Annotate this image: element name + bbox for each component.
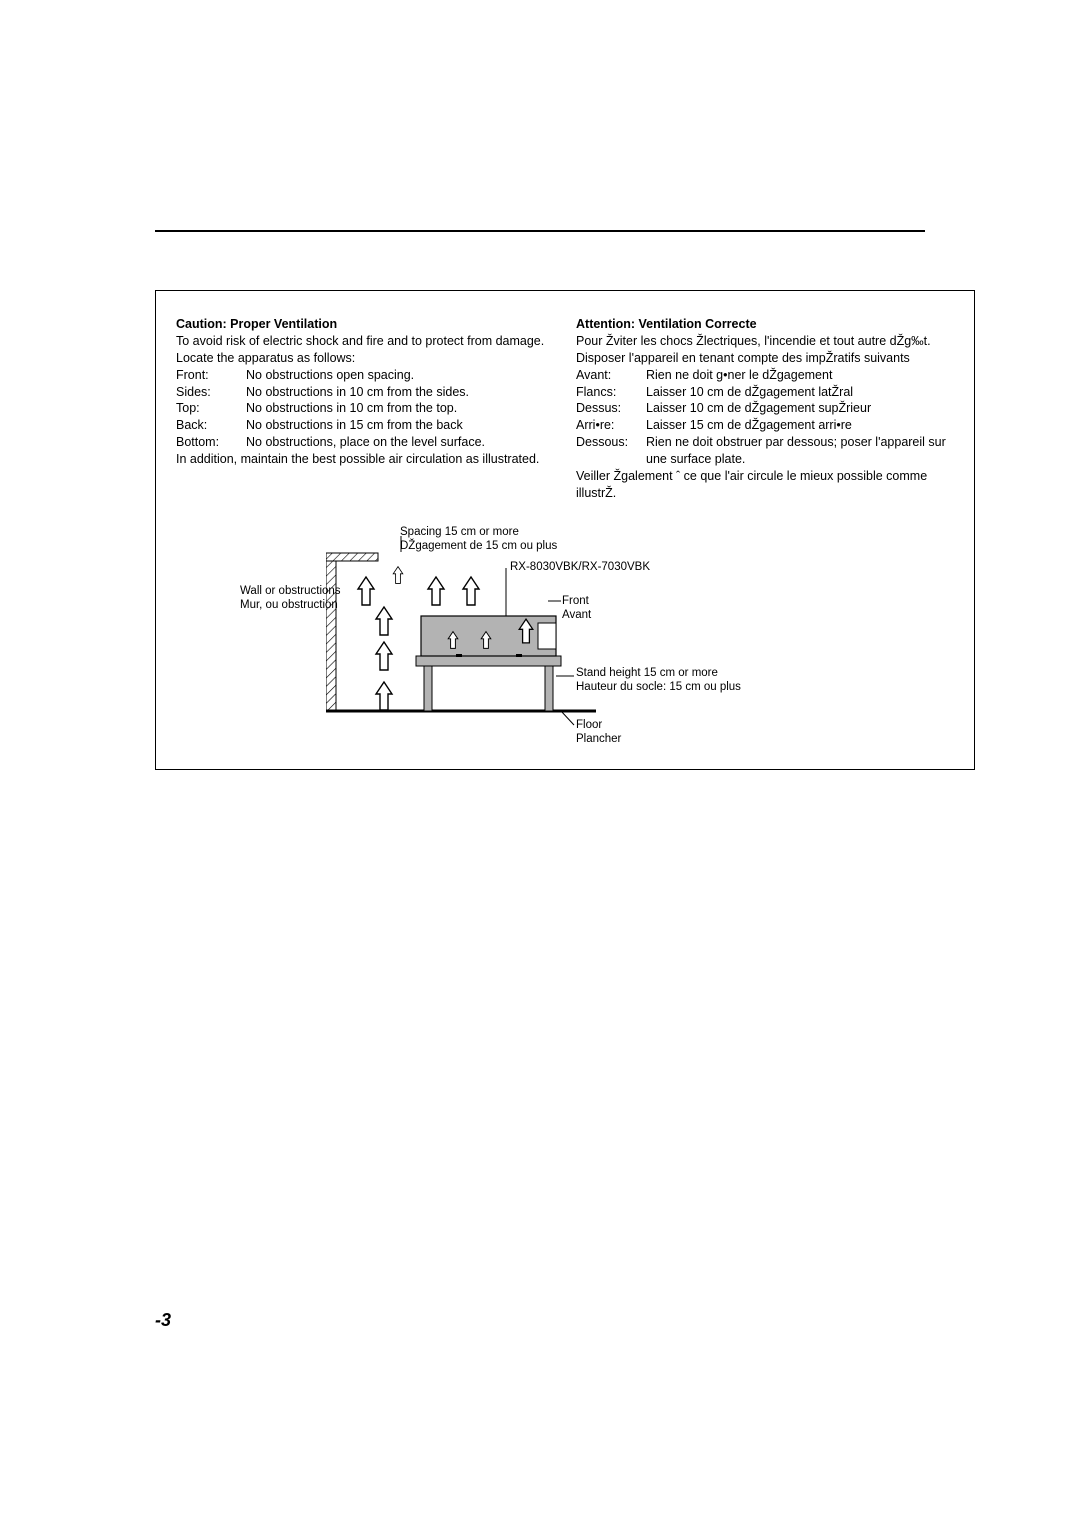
cell: Front: [176,367,246,384]
table-row: Front:No obstructions open spacing. [176,367,485,384]
locate-fr: Disposer l'appareil en tenant compte des… [576,350,956,367]
label-wall-fr: Mur, ou obstruction [240,598,338,612]
cell: No obstructions in 10 cm from the sides. [246,384,485,401]
spec-table-fr: Avant:Rien ne doit g•ner le dŽgagement F… [576,367,956,468]
cell: Dessous: [576,434,646,468]
page: Caution: Proper Ventilation To avoid ris… [0,0,1080,1529]
cell: Avant: [576,367,646,384]
cell: Back: [176,417,246,434]
title-en: Caution: Proper Ventilation [176,316,556,333]
table-row: Bottom:No obstructions, place on the lev… [176,434,485,451]
ventilation-box: Caution: Proper Ventilation To avoid ris… [155,290,975,770]
cell: Dessus: [576,400,646,417]
ventilation-diagram: Spacing 15 cm or more DŽgagement de 15 c… [156,491,976,751]
page-number: -3 [155,1310,171,1331]
cell: No obstructions open spacing. [246,367,485,384]
cell: Arri•re: [576,417,646,434]
table-row: Dessous:Rien ne doit obstruer par dessou… [576,434,956,468]
cell: Rien ne doit obstruer par dessous; poser… [646,434,956,468]
cell: Laisser 10 cm de dŽgagement latŽral [646,384,956,401]
cell: No obstructions in 15 cm from the back [246,417,485,434]
table-row: Arri•re:Laisser 15 cm de dŽgagement arri… [576,417,956,434]
table-row: Top:No obstructions in 10 cm from the to… [176,400,485,417]
cell: Laisser 15 cm de dŽgagement arri•re [646,417,956,434]
locate-en: Locate the apparatus as follows: [176,350,556,367]
top-rule [155,230,925,232]
table-row: Sides:No obstructions in 10 cm from the … [176,384,485,401]
title-fr: Attention: Ventilation Correcte [576,316,956,333]
diagram-svg-wrap [326,491,716,751]
ventilation-content: Caution: Proper Ventilation To avoid ris… [174,306,958,512]
table-row: Dessus:Laisser 10 cm de dŽgagement supŽr… [576,400,956,417]
cell: No obstructions, place on the level surf… [246,434,485,451]
table-row: Flancs:Laisser 10 cm de dŽgagement latŽr… [576,384,956,401]
intro-en: To avoid risk of electric shock and fire… [176,333,556,350]
cell: Bottom: [176,434,246,451]
col-english: Caution: Proper Ventilation To avoid ris… [176,316,556,502]
cell: Flancs: [576,384,646,401]
cell: Laisser 10 cm de dŽgagement supŽrieur [646,400,956,417]
cell: Sides: [176,384,246,401]
intro-fr: Pour Žviter les chocs Žlectriques, l'inc… [576,333,956,350]
table-row: Back:No obstructions in 15 cm from the b… [176,417,485,434]
tail-en: In addition, maintain the best possible … [176,451,556,468]
cell: No obstructions in 10 cm from the top. [246,400,485,417]
two-columns: Caution: Proper Ventilation To avoid ris… [176,316,956,502]
diagram-svg [326,491,716,751]
cell: Rien ne doit g•ner le dŽgagement [646,367,956,384]
table-row: Avant:Rien ne doit g•ner le dŽgagement [576,367,956,384]
cell: Top: [176,400,246,417]
spec-table-en: Front:No obstructions open spacing. Side… [176,367,485,451]
col-french: Attention: Ventilation Correcte Pour Žvi… [576,316,956,502]
